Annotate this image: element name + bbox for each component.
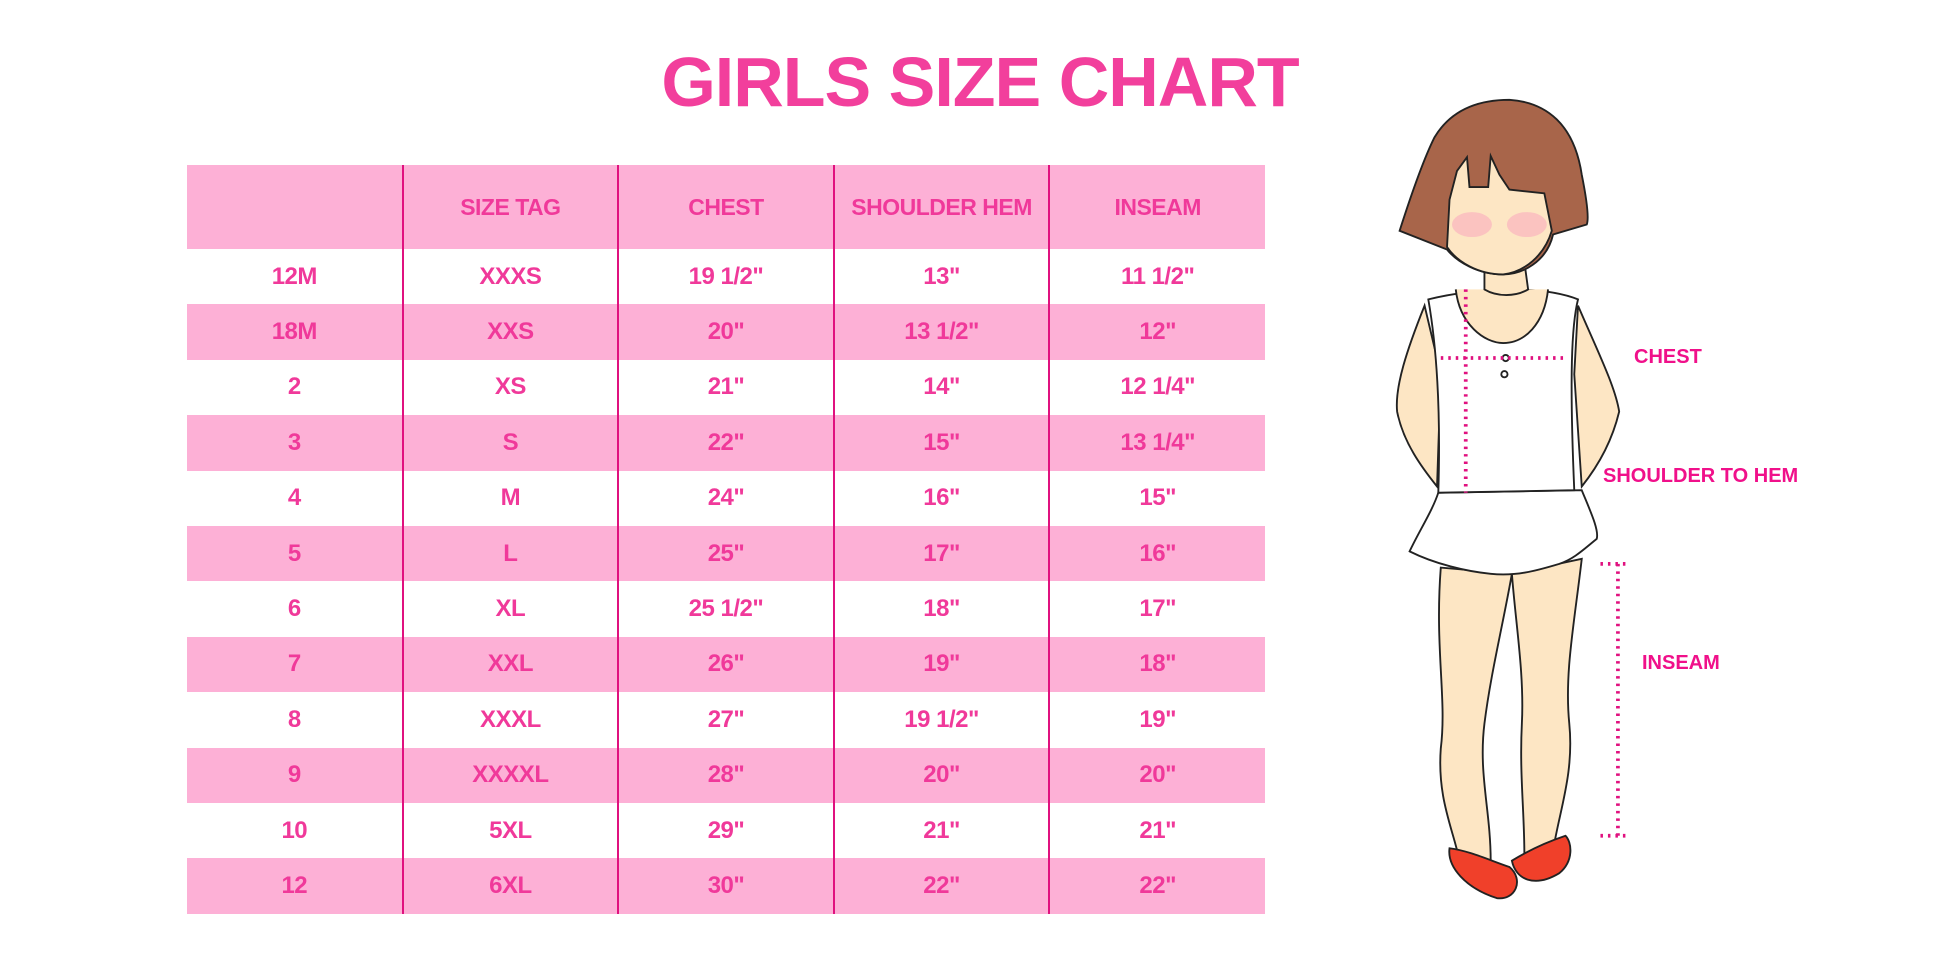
cell-chest: 19 1/2" (617, 249, 834, 305)
cell-size: 10 (281, 816, 308, 844)
cell-chest: 28" (617, 747, 834, 803)
cell-size-tag: 5XL (401, 802, 619, 859)
cell-size-tag: 6XL (401, 858, 619, 914)
cell-shoulder-hem: 21" (832, 802, 1050, 859)
right-arm (1573, 305, 1621, 489)
cell-shoulder-hem: 17" (832, 525, 1050, 582)
page-title: GIRLS SIZE CHART (661, 43, 1299, 121)
header-chest: CHEST (617, 165, 834, 249)
chest-label: CHEST (1634, 346, 1702, 368)
table-row: 12 6XL 30" 22" 22" (187, 858, 1265, 914)
cell-size: 7 (287, 650, 301, 678)
cell-inseam: 15" (1048, 470, 1265, 526)
cell-chest: 29" (617, 802, 834, 859)
table-header-row: SIZE TAG CHEST SHOULDER HEM INSEAM (187, 165, 1265, 249)
cell-chest: 27" (617, 692, 834, 748)
table-row: 5 L 25" 17" 16" (187, 525, 1265, 582)
header-size-tag: SIZE TAG (401, 165, 619, 249)
skirt (1408, 489, 1599, 576)
table-row: 3 S 22" 15" 13 1/4" (187, 415, 1265, 471)
cell-size: 12M (271, 262, 318, 290)
cell-size: 18M (271, 318, 318, 346)
right-leg (1510, 557, 1583, 856)
cell-chest: 25" (617, 525, 834, 582)
cell-size-tag: L (401, 525, 619, 582)
cell-size-tag: XXL (401, 636, 619, 693)
cell-chest: 24" (617, 470, 834, 526)
cell-size: 3 (287, 428, 301, 456)
table-row: 6 XL 25 1/2" 18" 17" (187, 581, 1265, 637)
cell-size-tag: XXXL (401, 692, 619, 748)
face (1446, 152, 1553, 276)
cell-size: 4 (287, 484, 301, 512)
header-inseam: INSEAM (1048, 165, 1265, 249)
cell-size: 5 (287, 539, 301, 567)
cell-size-tag: M (401, 470, 619, 526)
size-chart-table: SIZE TAG CHEST SHOULDER HEM INSEAM 12M XX… (187, 165, 1265, 914)
table-row: 12M XXXS 19 1/2" 13" 11 1/2" (187, 249, 1265, 305)
cell-inseam: 18" (1048, 636, 1265, 693)
cell-chest: 25 1/2" (617, 581, 834, 637)
cell-shoulder-hem: 19 1/2" (832, 692, 1050, 748)
cell-shoulder-hem: 20" (832, 747, 1050, 803)
cell-size-tag: XXXS (401, 249, 619, 305)
cell-size: 6 (287, 595, 301, 623)
table-row: 7 XXL 26" 19" 18" (187, 636, 1265, 693)
inseam-label: INSEAM (1642, 652, 1720, 674)
cell-inseam: 20" (1048, 747, 1265, 803)
cell-inseam: 13 1/4" (1048, 415, 1265, 471)
table-row: 2 XS 21" 14" 12 1/4" (187, 359, 1265, 416)
cell-inseam: 12" (1048, 304, 1265, 360)
cell-size-tag: XS (401, 359, 619, 416)
cell-inseam: 11 1/2" (1048, 249, 1265, 305)
cell-inseam: 12 1/4" (1048, 359, 1265, 416)
cell-size-tag: XXXXL (401, 747, 619, 803)
table-row: 8 XXXL 27" 19 1/2" 19" (187, 692, 1265, 748)
left-shoe (1448, 847, 1518, 900)
left-arm (1395, 302, 1442, 490)
neckline (1454, 289, 1549, 344)
cell-chest: 20" (617, 304, 834, 360)
cell-size: 9 (287, 761, 301, 789)
cell-shoulder-hem: 14" (832, 359, 1050, 416)
cell-shoulder-hem: 22" (832, 858, 1050, 914)
cell-shoulder-hem: 15" (832, 415, 1050, 471)
cell-size: 8 (287, 705, 301, 733)
cell-shoulder-hem: 13" (832, 249, 1050, 305)
cell-shoulder-hem: 18" (832, 581, 1050, 637)
cell-shoulder-hem: 19" (832, 636, 1050, 693)
header-shoulder-hem: SHOULDER HEM (832, 165, 1050, 249)
cell-inseam: 19" (1048, 692, 1265, 748)
cell-inseam: 17" (1048, 581, 1265, 637)
cell-inseam: 16" (1048, 525, 1265, 582)
table-row: 9 XXXXL 28" 20" 20" (187, 747, 1265, 803)
right-shoe (1510, 834, 1572, 882)
cell-inseam: 21" (1048, 802, 1265, 859)
table-row: 4 M 24" 16" 15" (187, 470, 1265, 526)
cell-chest: 21" (617, 359, 834, 416)
cell-size: 2 (287, 373, 301, 401)
cell-size: 12 (281, 871, 308, 899)
cell-size-tag: S (401, 415, 619, 471)
table-row: 10 5XL 29" 21" 21" (187, 802, 1265, 859)
cell-size-tag: XL (401, 581, 619, 637)
cell-chest: 26" (617, 636, 834, 693)
table-row: 18M XXS 20" 13 1/2" 12" (187, 304, 1265, 360)
cell-shoulder-hem: 16" (832, 470, 1050, 526)
cell-chest: 30" (617, 858, 834, 914)
cell-shoulder-hem: 13 1/2" (832, 304, 1050, 360)
cell-chest: 22" (617, 415, 834, 471)
cell-inseam: 22" (1048, 858, 1265, 914)
shoulder-to-hem-label: SHOULDER TO HEM (1603, 465, 1799, 487)
cell-size-tag: XXS (401, 304, 619, 360)
left-leg (1438, 566, 1513, 862)
